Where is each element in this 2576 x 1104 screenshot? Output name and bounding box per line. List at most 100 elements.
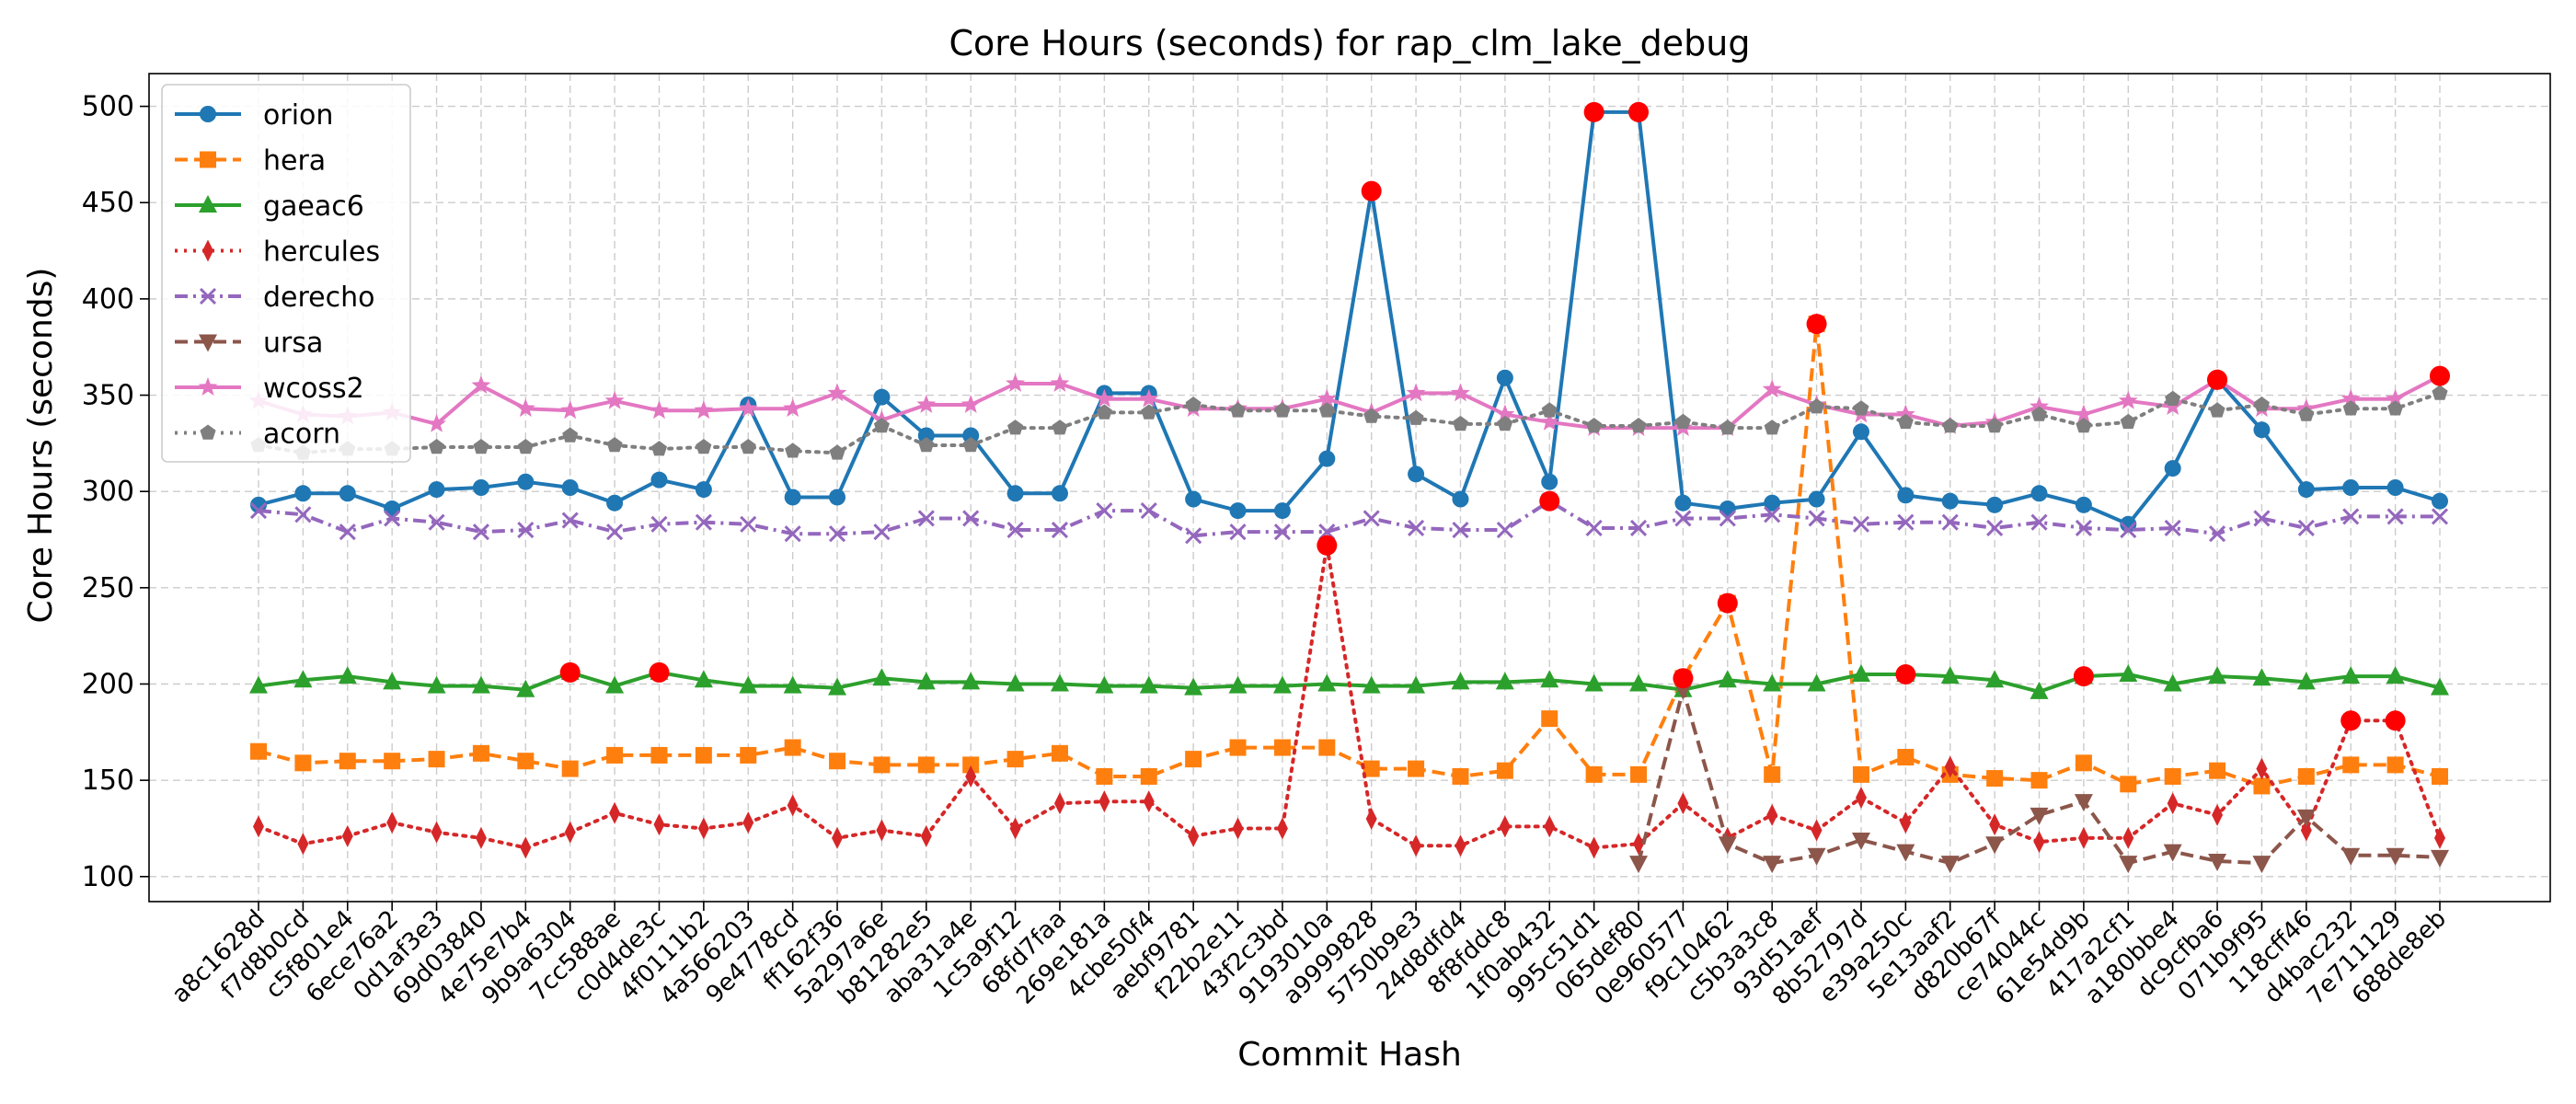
data-point [650, 746, 668, 764]
data-point [249, 502, 268, 520]
data-point [562, 427, 579, 443]
data-point [2074, 794, 2093, 812]
data-point [1584, 673, 1604, 692]
data-point [2386, 847, 2405, 866]
series-hera [250, 316, 2448, 795]
data-point [1051, 744, 1068, 762]
data-point [428, 751, 445, 768]
data-point [1139, 675, 1158, 694]
data-point [787, 794, 799, 817]
data-point [739, 675, 758, 694]
data-point [1006, 521, 1024, 539]
data-point [199, 287, 217, 305]
data-point [1006, 751, 1024, 768]
data-point [2297, 481, 2315, 499]
data-point [2164, 767, 2181, 785]
outlier-layer [559, 101, 2450, 731]
data-point [1940, 666, 1960, 684]
data-point [1630, 418, 1647, 433]
data-point [1051, 485, 1068, 502]
data-point [2341, 666, 2361, 684]
data-point [740, 746, 757, 764]
data-point [1365, 808, 1377, 830]
data-point [2298, 406, 2315, 421]
data-point [2296, 809, 2316, 827]
data-point [1094, 388, 1114, 408]
data-point [917, 510, 935, 527]
data-point [1674, 494, 1692, 512]
y-tick-label: 100 [82, 861, 134, 893]
data-point [517, 439, 534, 454]
data-point [1985, 836, 2005, 855]
data-point [250, 496, 267, 513]
data-point [2431, 508, 2449, 525]
data-point [1184, 677, 1203, 696]
data-point [1541, 402, 1558, 418]
data-point [1808, 510, 1825, 527]
data-point [2434, 826, 2445, 849]
legend-label: acorn [263, 419, 340, 451]
data-point [873, 523, 891, 541]
data-point [516, 679, 535, 697]
data-point [1185, 397, 1202, 412]
outlier-point [1317, 535, 1338, 556]
data-point [2033, 831, 2045, 854]
outlier-point [559, 661, 581, 683]
data-point [2075, 519, 2092, 537]
data-point [829, 489, 846, 506]
data-point [784, 489, 801, 506]
data-point [1807, 673, 1826, 692]
data-point [1762, 379, 1782, 398]
data-point [2432, 385, 2448, 400]
data-point [1851, 664, 1870, 683]
data-point [384, 500, 401, 518]
data-point [1363, 510, 1380, 527]
y-tick-label: 250 [82, 572, 134, 604]
data-point [1274, 402, 1291, 418]
legend-label: derecho [263, 282, 375, 314]
data-point [1143, 790, 1155, 813]
data-point [200, 151, 216, 168]
data-point [785, 443, 801, 458]
data-point [1495, 404, 1515, 423]
data-point [2031, 406, 2048, 421]
data-point [1230, 402, 1247, 418]
data-point [561, 479, 579, 496]
data-point [294, 506, 312, 523]
data-point [2342, 756, 2360, 774]
data-point [1585, 765, 1603, 783]
data-point [517, 753, 535, 770]
data-point [1229, 523, 1247, 541]
data-point [1050, 374, 1070, 392]
data-point [2296, 672, 2316, 690]
data-point [918, 437, 935, 453]
data-point [2163, 397, 2183, 415]
data-point [783, 398, 803, 418]
y-tick-label: 200 [82, 668, 134, 700]
data-point [961, 672, 981, 690]
data-point [916, 395, 937, 413]
data-point [1098, 790, 1110, 813]
data-point [1855, 786, 1867, 809]
data-point [200, 424, 216, 440]
data-point [428, 481, 445, 499]
data-point [1006, 374, 1026, 392]
data-point [2030, 397, 2049, 415]
data-point [2076, 418, 2092, 433]
data-point [471, 375, 491, 394]
data-point [1764, 765, 1781, 783]
data-point [341, 824, 353, 847]
data-point [1944, 755, 1956, 778]
data-point [695, 481, 712, 499]
data-point [338, 666, 357, 684]
data-point [653, 813, 665, 836]
legend-label: hercules [263, 236, 380, 269]
data-point [428, 513, 445, 531]
data-point [1807, 847, 1826, 866]
outlier-point [1673, 668, 1694, 689]
data-point [2122, 826, 2134, 849]
data-point [1410, 834, 1422, 857]
data-point [917, 756, 935, 774]
data-point [920, 824, 932, 847]
data-point [2120, 413, 2136, 430]
